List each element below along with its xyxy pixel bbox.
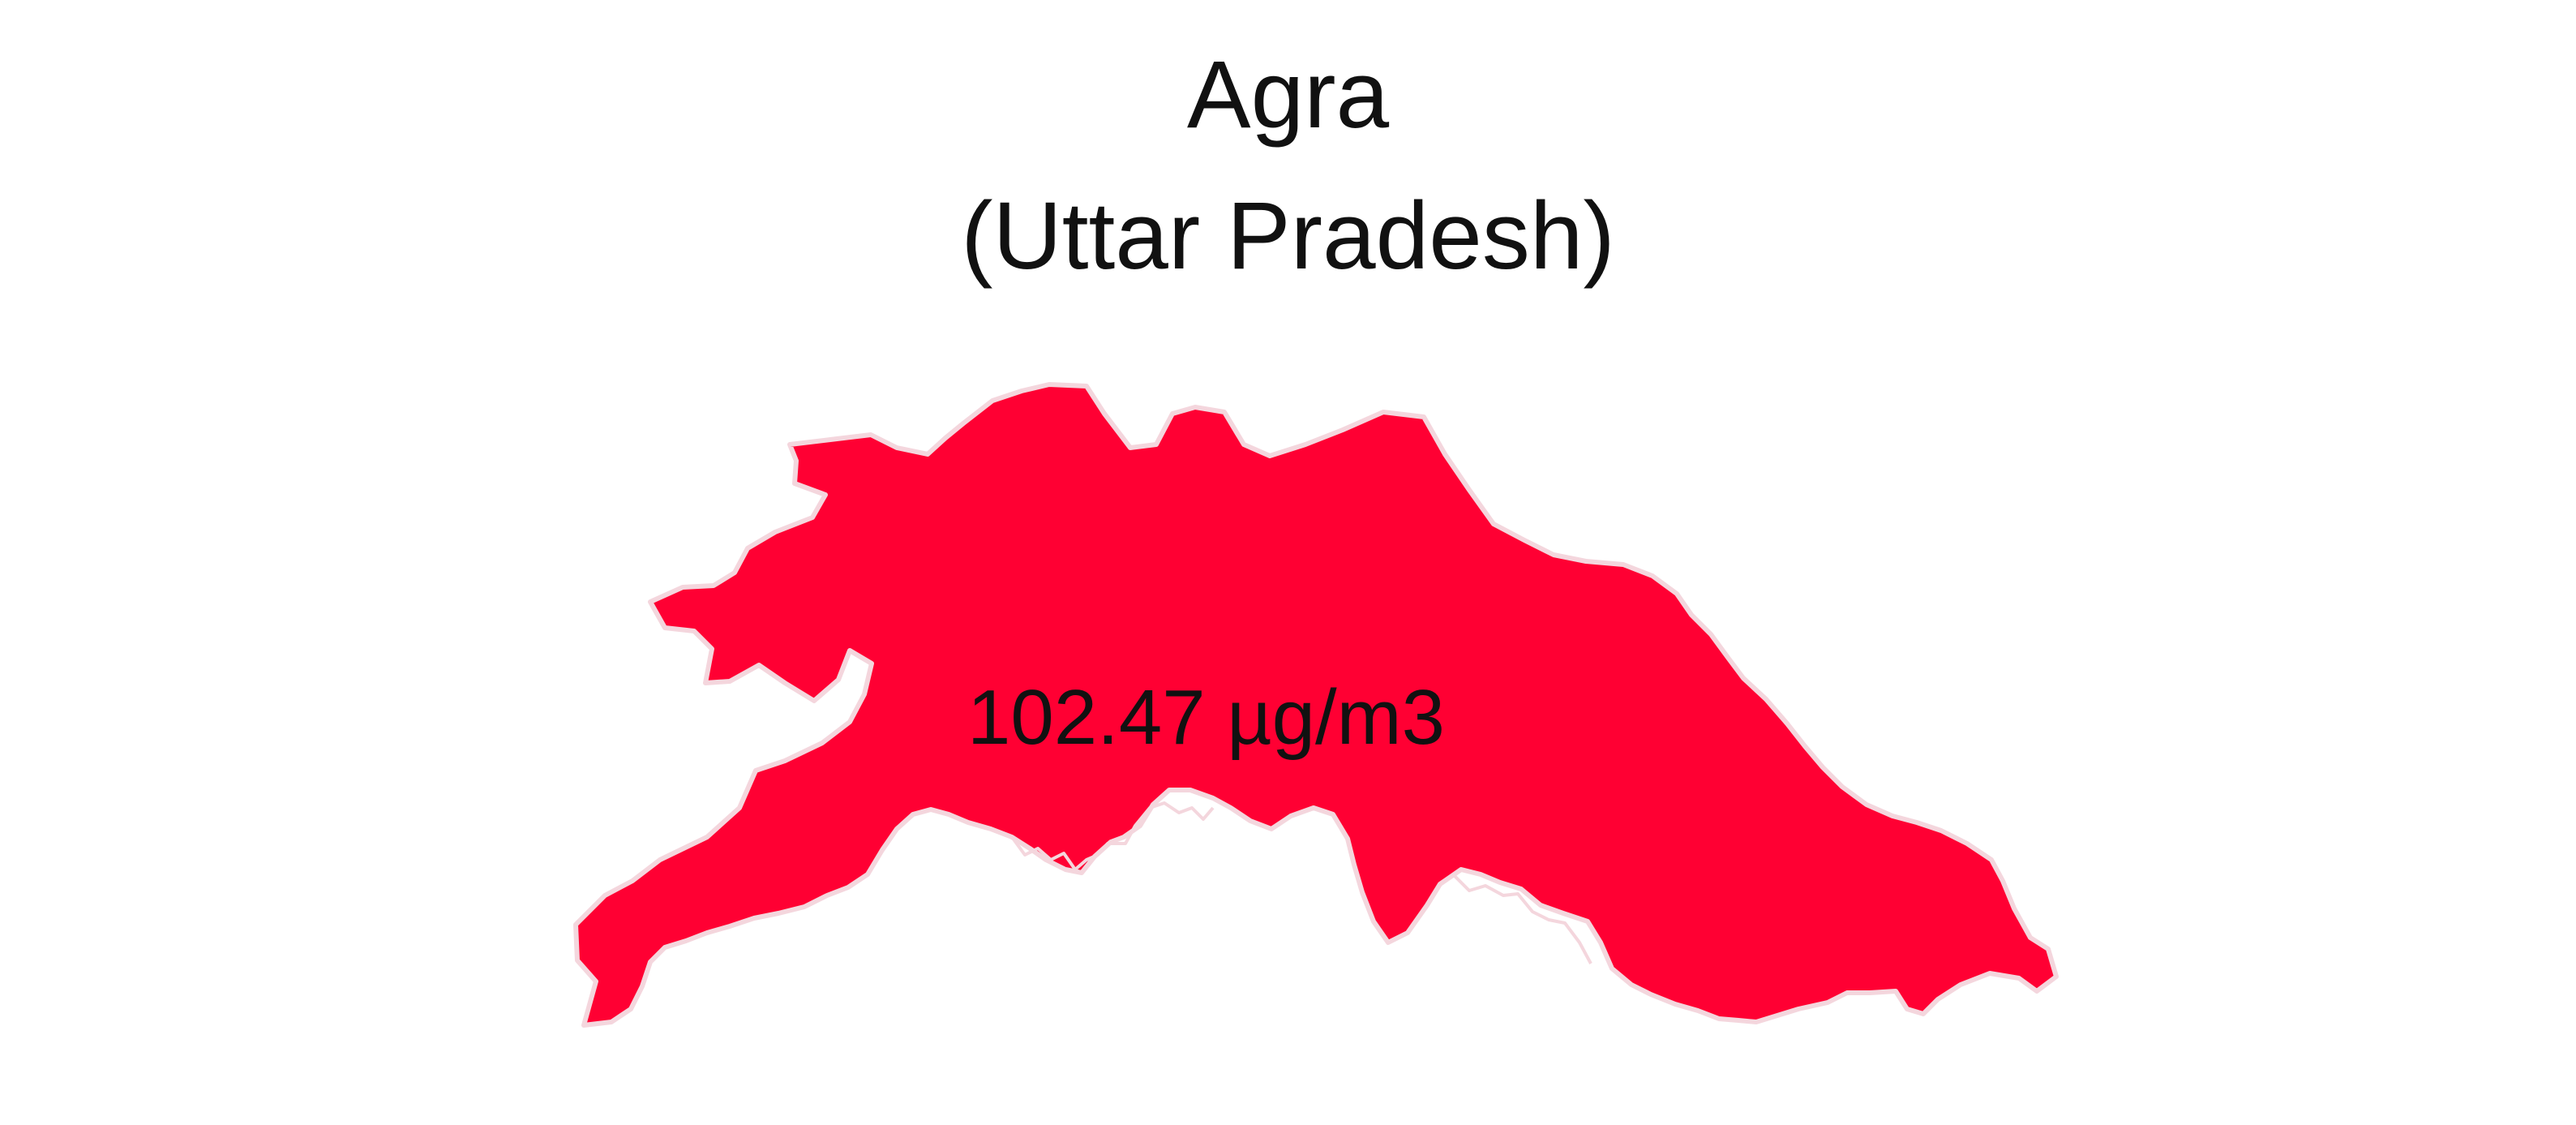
map-subtitle: (Uttar Pradesh) <box>961 182 1615 290</box>
aqi-value-label: 102.47 µg/m3 <box>967 674 1446 761</box>
agra-district-shoreline-detail <box>1010 801 1215 871</box>
map-title: Agra <box>1186 41 1390 148</box>
agra-district-right-lobe-detail <box>1451 873 1592 964</box>
